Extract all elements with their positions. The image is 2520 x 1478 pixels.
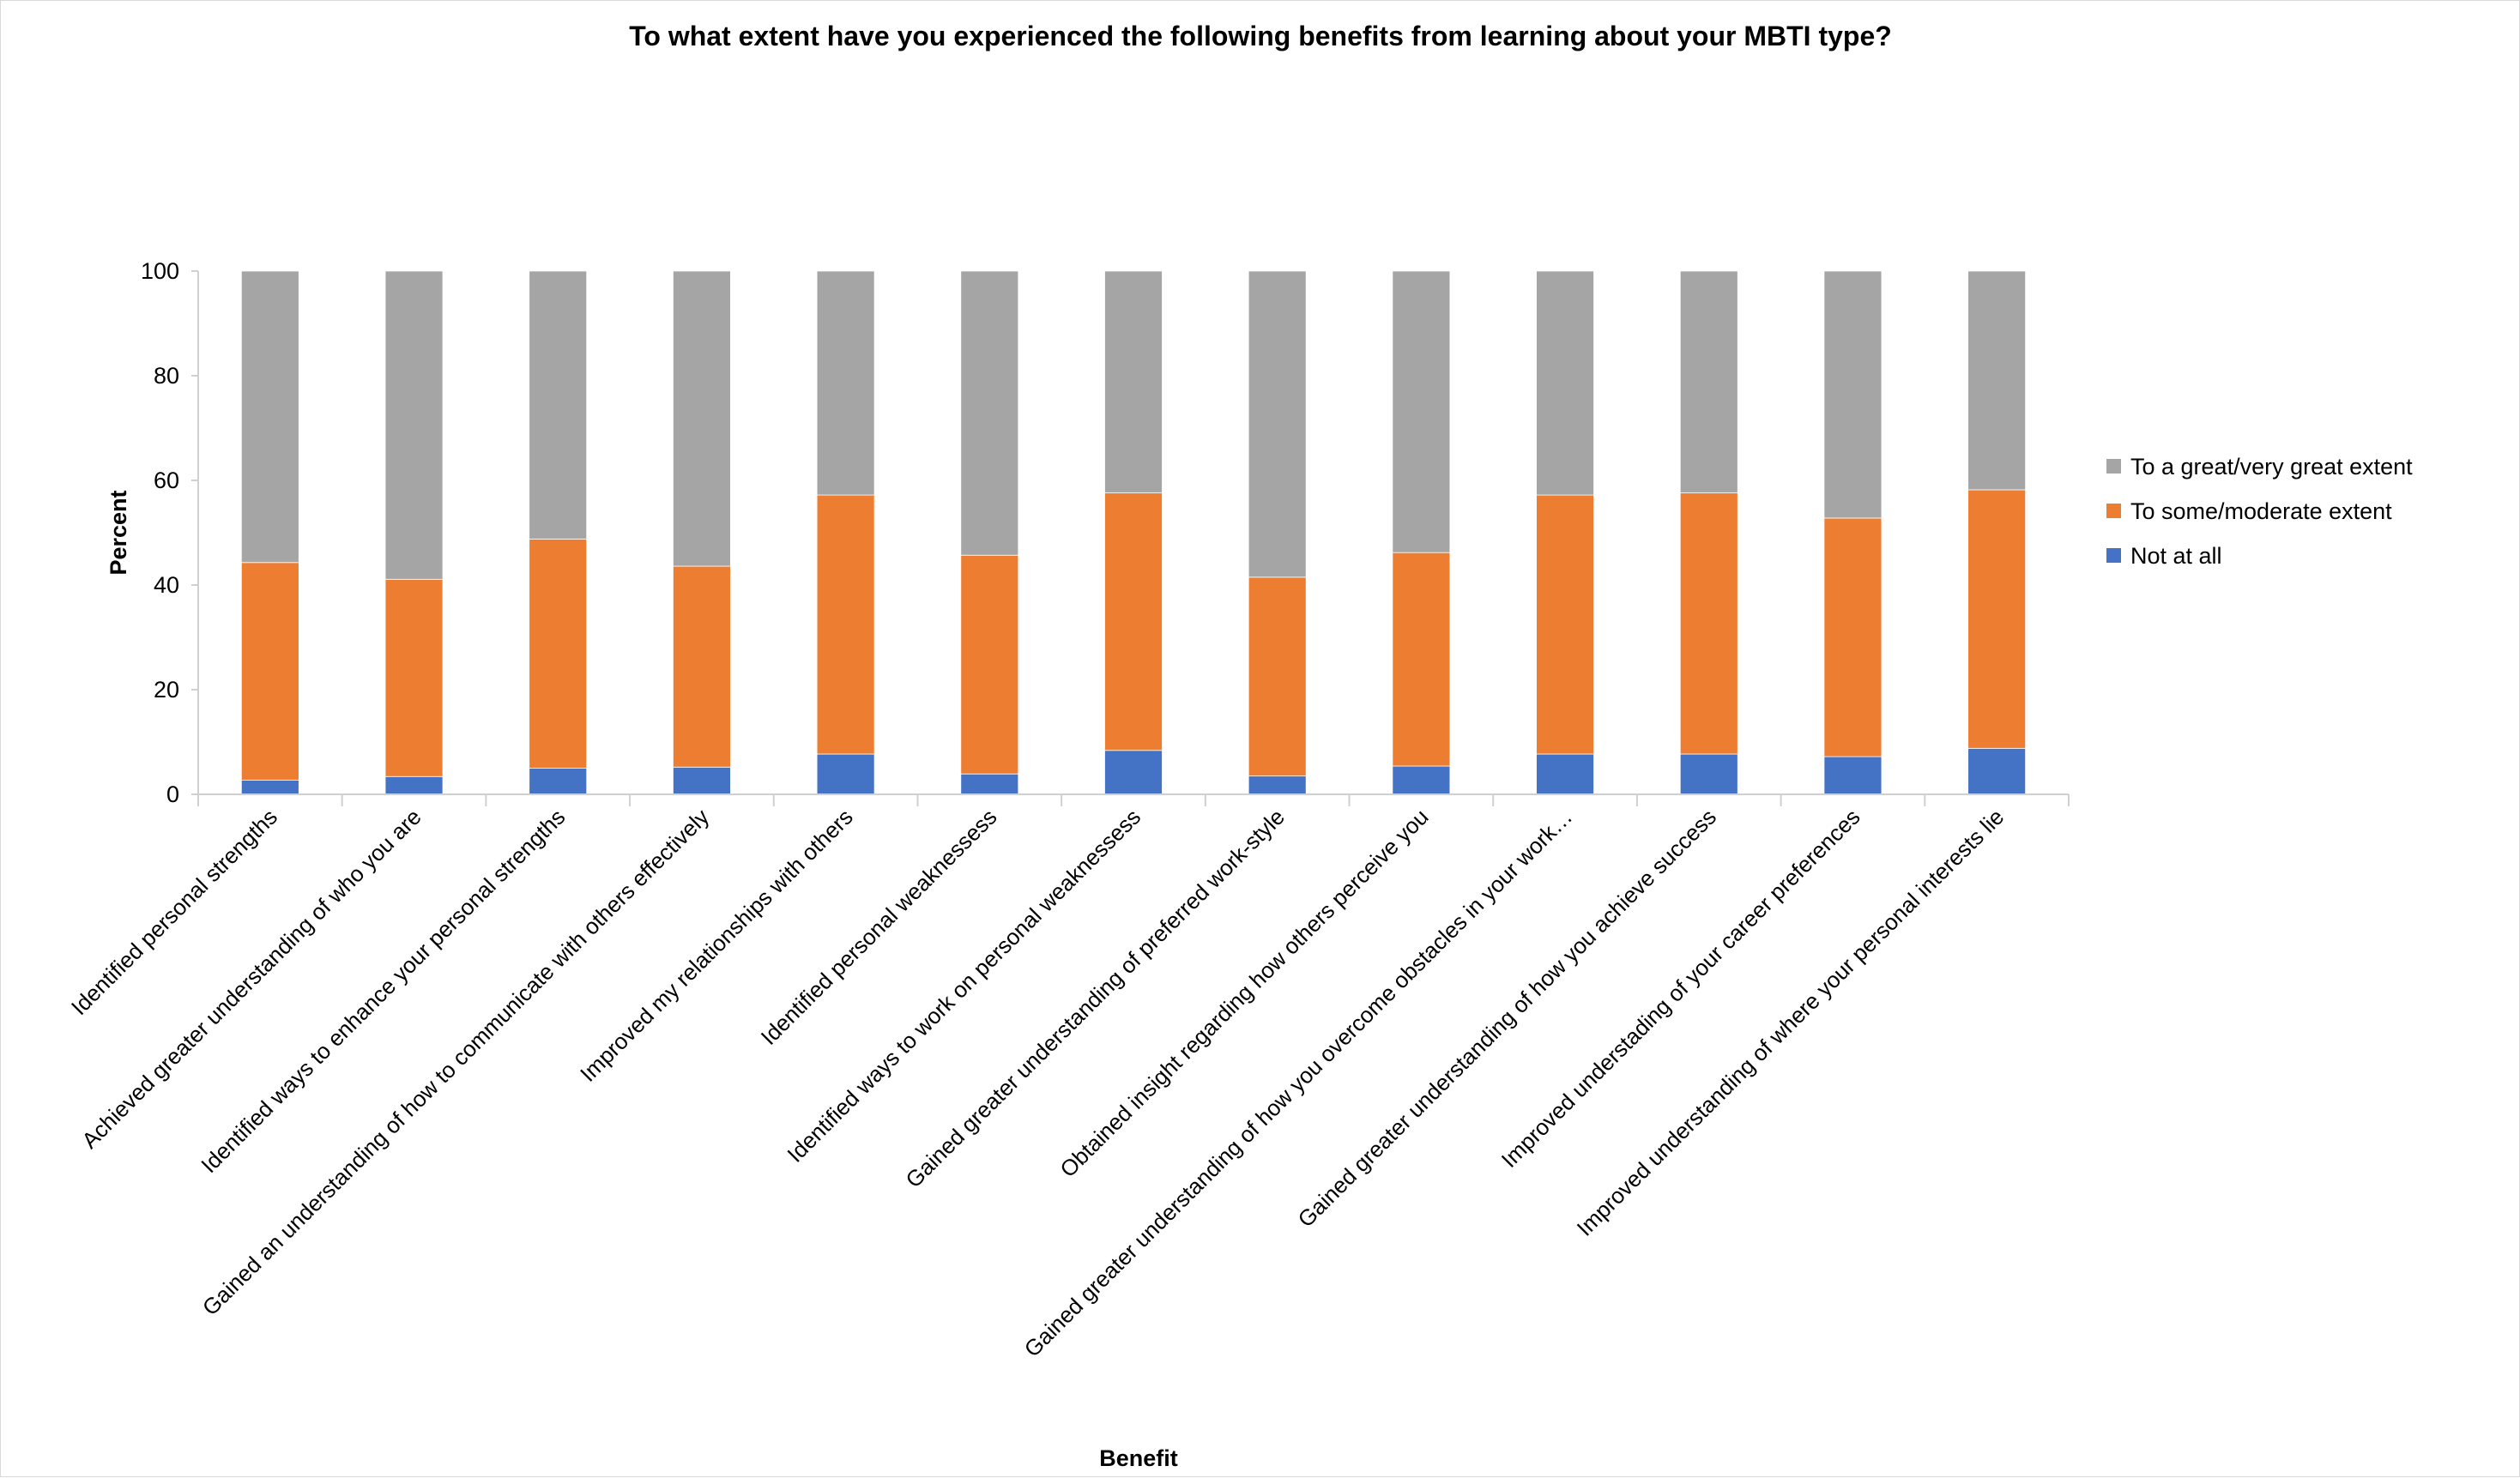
bar-segment-to-a-great-very-great-extent <box>529 270 588 540</box>
bar-segment-to-a-great-very-great-extent <box>1104 270 1163 494</box>
x-tick-label: Achieved greater understanding of who yo… <box>76 804 426 1154</box>
bar-segment-not-at-all <box>1967 747 2027 795</box>
bar-segment-to-some-moderate-extent <box>960 554 1019 775</box>
legend-label: To some/moderate extent <box>2130 498 2392 524</box>
bar-segment-to-a-great-very-great-extent <box>960 270 1019 556</box>
y-tick-label: 100 <box>141 258 179 284</box>
x-tick-label: Gained an understanding of how to commun… <box>197 804 714 1320</box>
y-tick-label: 0 <box>166 781 179 807</box>
legend-swatch <box>2106 504 2121 518</box>
bar-segment-to-a-great-very-great-extent <box>1967 270 2027 491</box>
bar-segment-not-at-all <box>1248 775 1307 795</box>
bar-segment-not-at-all <box>529 768 588 795</box>
bar-segment-not-at-all <box>1823 756 1882 795</box>
bar-segment-to-some-moderate-extent <box>816 494 875 755</box>
legend-swatch <box>2106 459 2121 474</box>
bar-segment-to-a-great-very-great-extent <box>1679 270 1738 494</box>
bar-segment-to-some-moderate-extent <box>384 578 444 777</box>
bar-segment-to-some-moderate-extent <box>1823 517 1882 757</box>
bar-segment-not-at-all <box>1104 750 1163 795</box>
bar-segment-to-some-moderate-extent <box>1104 492 1163 751</box>
x-axis-title: Benefit <box>1099 1445 1178 1471</box>
y-tick-label: 40 <box>154 572 179 598</box>
y-axis-title: Percent <box>106 490 131 575</box>
bar-segment-not-at-all <box>1392 765 1451 795</box>
y-tick-label: 20 <box>154 677 179 703</box>
bar-segment-to-a-great-very-great-extent <box>673 270 731 567</box>
bar-segment-to-some-moderate-extent <box>1392 552 1451 767</box>
bar-segment-to-a-great-very-great-extent <box>384 270 444 580</box>
bar-segment-to-a-great-very-great-extent <box>1248 270 1307 578</box>
bar-segment-to-some-moderate-extent <box>529 538 588 769</box>
bar-segment-to-some-moderate-extent <box>1679 492 1738 755</box>
x-tick-label: Improved my relationships with others <box>575 804 858 1087</box>
y-tick-label: 60 <box>154 468 179 493</box>
bar-segment-to-a-great-very-great-extent <box>1823 270 1882 519</box>
bar-segment-to-some-moderate-extent <box>1536 494 1594 755</box>
bar-segment-to-some-moderate-extent <box>1248 576 1307 777</box>
legend-label: To a great/very great extent <box>2130 454 2413 480</box>
y-tick-label: 80 <box>154 363 179 389</box>
legend-swatch <box>2106 548 2121 563</box>
bar-segment-to-some-moderate-extent <box>1967 489 2027 749</box>
bar-segment-to-some-moderate-extent <box>673 565 731 768</box>
bar-segment-not-at-all <box>384 775 444 795</box>
legend-label: Not at all <box>2130 543 2222 569</box>
bar-segment-not-at-all <box>960 773 1019 795</box>
x-tick-label: Gained greater understanding of how you … <box>1019 804 1578 1362</box>
bar-segment-not-at-all <box>240 780 299 795</box>
bar-segment-to-a-great-very-great-extent <box>1392 270 1451 553</box>
bar-segment-to-some-moderate-extent <box>240 562 299 781</box>
bar-segment-to-a-great-very-great-extent <box>240 270 299 564</box>
x-tick-label: Identified personal weaknessess <box>756 804 1002 1050</box>
bar-segment-not-at-all <box>1679 753 1738 795</box>
bar-segment-not-at-all <box>816 753 875 795</box>
bar-segment-to-a-great-very-great-extent <box>816 270 875 496</box>
bar-segment-not-at-all <box>673 766 731 795</box>
bar-segment-not-at-all <box>1536 753 1594 795</box>
chart-title: To what extent have you experienced the … <box>629 21 1892 51</box>
bar-segment-to-a-great-very-great-extent <box>1536 270 1594 496</box>
